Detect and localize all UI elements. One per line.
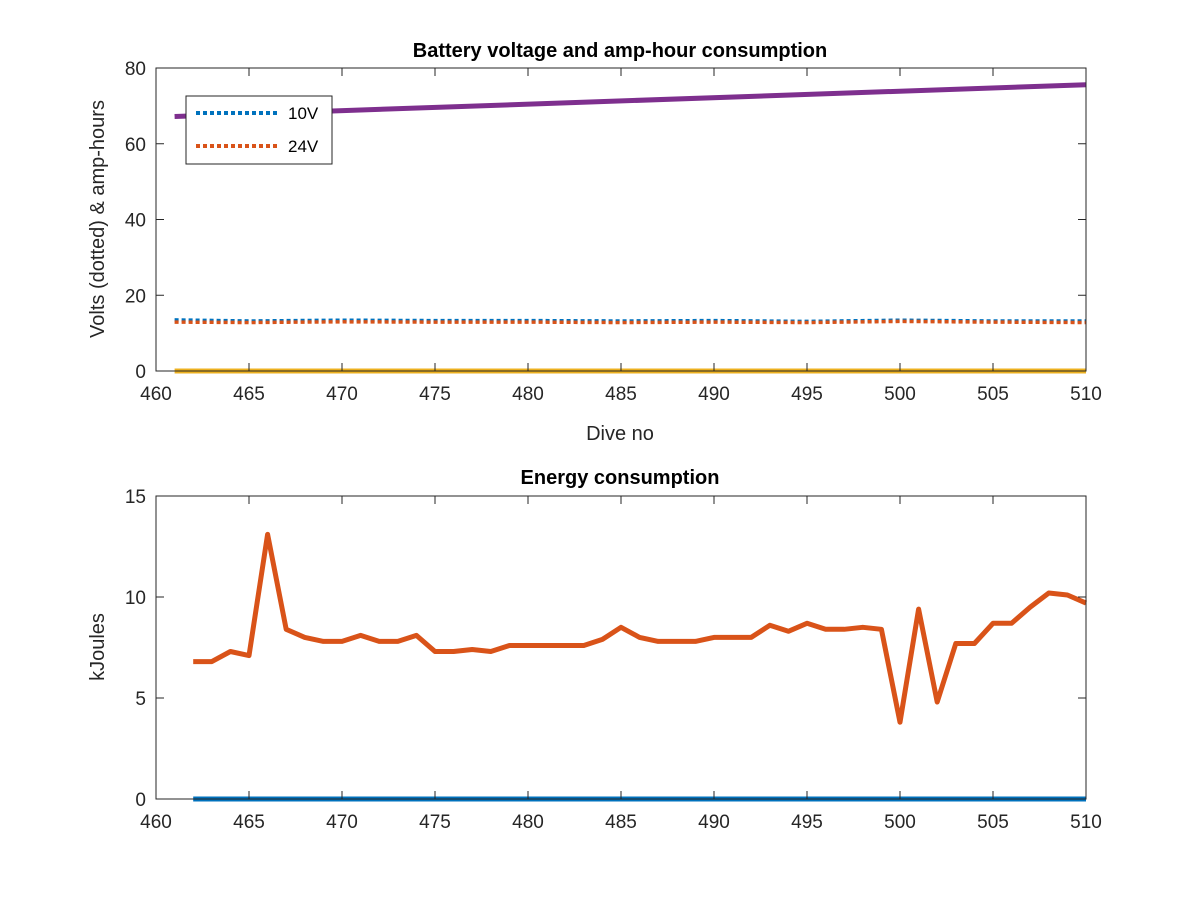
voltage-chart-xtick-label: 460 [140,384,172,405]
energy-chart-xtick-label: 460 [140,812,172,833]
voltage-chart-xtick-label: 485 [605,384,637,405]
energy-chart-ylabel: kJoules [87,613,109,681]
energy-chart-xtick-label: 495 [791,812,823,833]
energy-chart-xtick-label: 470 [326,812,358,833]
energy-chart-series-1 [193,531,1087,725]
voltage-chart: Battery voltage and amp-hour consumption… [87,40,1102,445]
voltage-chart-ytick-label: 40 [125,211,146,232]
energy-chart-xtick-label: 490 [698,812,730,833]
energy-chart-xtick-label: 485 [605,812,637,833]
voltage-chart-xlabel: Dive no [586,423,654,445]
energy-chart-ytick-label: 10 [125,588,146,609]
legend-box [185,95,333,165]
energy-chart-title: Energy consumption [521,467,720,489]
voltage-chart-xtick-label: 505 [977,384,1009,405]
voltage-chart-xtick-label: 470 [326,384,358,405]
voltage-chart-xtick-label: 475 [419,384,451,405]
legend-10v-label: 10V [288,104,319,123]
energy-chart-xtick-label: 480 [512,812,544,833]
voltage-chart-xtick-label: 500 [884,384,916,405]
voltage-chart-xtick-label: 490 [698,384,730,405]
energy-chart-xtick-label: 475 [419,812,451,833]
voltage-chart-ytick-label: 20 [125,286,146,307]
voltage-chart-ytick-label: 0 [135,362,146,383]
voltage-chart-series-1-24v [174,319,1087,325]
legend-24v-label: 24V [288,137,319,156]
voltage-chart-ytick-label: 80 [125,59,146,80]
energy-chart-ytick-label: 15 [125,487,146,508]
voltage-chart-xtick-label: 465 [233,384,265,405]
energy-chart-xtick-label: 505 [977,812,1009,833]
voltage-chart-legend: 10V 24V [185,95,333,165]
energy-chart-xtick-label: 465 [233,812,265,833]
energy-chart-xtick-label: 510 [1070,812,1102,833]
energy-chart-ytick-label: 0 [135,790,146,811]
voltage-chart-xtick-label: 480 [512,384,544,405]
voltage-chart-xtick-label: 495 [791,384,823,405]
voltage-chart-title: Battery voltage and amp-hour consumption [413,40,827,62]
energy-chart-ytick-label: 5 [135,689,146,710]
voltage-chart-ylabel: Volts (dotted) & amp-hours [87,100,109,338]
voltage-chart-ytick-label: 60 [125,135,146,156]
energy-chart-xtick-label: 500 [884,812,916,833]
voltage-chart-xtick-label: 510 [1070,384,1102,405]
energy-chart: Energy consumption 460 465 470 475 480 485 490… [87,467,1102,833]
